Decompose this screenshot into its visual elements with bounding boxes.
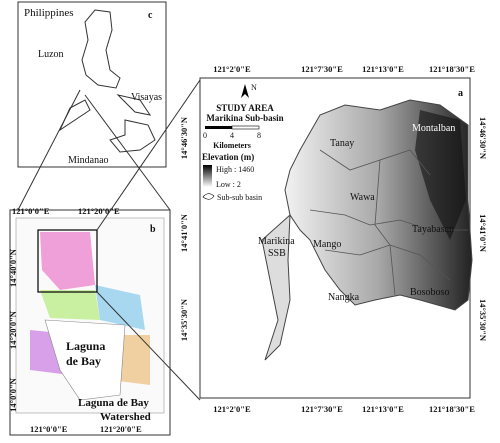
tick-label: 121°13'0"E: [362, 64, 404, 74]
tick-label: 121°2'0"E: [213, 64, 251, 74]
tick-label: 121°7'30"E: [301, 64, 343, 74]
tick-label: 14°40'0"N: [8, 248, 18, 287]
legend-label: Low : 2: [216, 180, 241, 189]
tick-label: 14°35'30"N: [478, 299, 488, 342]
connector: [84, 94, 171, 211]
basin-label: Marikina: [258, 236, 295, 247]
scale-label: 4: [230, 131, 234, 140]
basin: [40, 232, 95, 290]
islands: [58, 9, 156, 153]
scale-unit: Kilometers: [213, 141, 251, 150]
scale-bar: [231, 125, 260, 130]
scale-label: 0: [203, 131, 207, 140]
tick-label: 121°0'0"E: [12, 206, 50, 216]
label: Watershed: [100, 411, 151, 423]
tick-label: 121°2'0"E: [213, 404, 251, 414]
north-label: N: [251, 83, 257, 92]
basin-label: SSB: [268, 248, 286, 259]
scale-label: 8: [257, 131, 261, 140]
basin: [40, 290, 100, 320]
legend-icon: [202, 193, 215, 200]
connector: [96, 291, 201, 401]
basin-label: Wawa: [350, 192, 375, 203]
letter: c: [148, 10, 153, 21]
connector: [96, 79, 201, 231]
legend-ramp: [203, 165, 212, 187]
basin: [95, 285, 145, 330]
panel-b: 121°0'0"E 121°20'0"E 121°0'0"E 121°20'0"…: [8, 206, 171, 436]
north-arrow: [241, 84, 249, 98]
tick-label: 121°20'0"E: [100, 424, 142, 434]
basin-label: Nangka: [328, 292, 360, 303]
tick-label: 14°41'0"N: [179, 213, 189, 252]
tick-label: 14°0'0"N: [8, 377, 18, 411]
frame: [17, 1, 167, 168]
basin-label: Montalban: [412, 123, 455, 134]
legend-title: STUDY AREA: [216, 103, 274, 113]
tick-label: 14°46'30"N: [478, 117, 488, 160]
legend-label: High : 1460: [216, 165, 254, 174]
label: Visayas: [131, 92, 162, 103]
label: Luzon: [38, 49, 64, 60]
study-box: [37, 229, 98, 293]
basin-label: Tanay: [330, 138, 354, 149]
tick-label: 14°41'0"N: [478, 214, 488, 253]
tick-label: 14°35'30"N: [179, 298, 189, 341]
letter: b: [150, 224, 156, 235]
tick-label: 121°0'0"E: [30, 424, 68, 434]
subbasin-lines: [309, 149, 468, 296]
label: Laguna: [66, 339, 105, 353]
tick-label: 121°18'30"E: [429, 404, 475, 414]
panel-c: Philippines c Luzon Visayas Mindanao: [17, 1, 167, 168]
basin-label: Mango: [313, 239, 341, 250]
label: Mindanao: [68, 155, 109, 166]
tick-label: 121°18'30"E: [429, 64, 475, 74]
basin-label: Bosoboso: [410, 287, 449, 298]
label: de Bay: [66, 354, 101, 368]
legend-label: Elevation (m): [202, 152, 254, 162]
basin-label: Tayabasan: [412, 224, 454, 235]
legend-label: Sub-sub basin: [217, 193, 262, 202]
highland: [415, 110, 466, 240]
lake: [44, 319, 126, 401]
river-area: [261, 213, 291, 361]
tick-label: 14°20'0"N: [8, 310, 18, 349]
tick-label: 14°46'30"N: [179, 116, 189, 159]
scale-bar: [205, 126, 232, 129]
label: Philippines: [24, 7, 74, 19]
legend-subtitle: Marikina Sub-basin: [206, 113, 283, 123]
letter: a: [458, 88, 463, 99]
connector: [17, 89, 81, 211]
tick-label: 121°20'0"E: [78, 206, 120, 216]
label: Laguna de Bay: [78, 397, 149, 409]
tick-label: 121°7'30"E: [301, 404, 343, 414]
tick-label: 121°13'0"E: [362, 404, 404, 414]
panel-a: 121°2'0"E 121°7'30"E 121°13'0"E 121°18'3…: [179, 64, 488, 414]
